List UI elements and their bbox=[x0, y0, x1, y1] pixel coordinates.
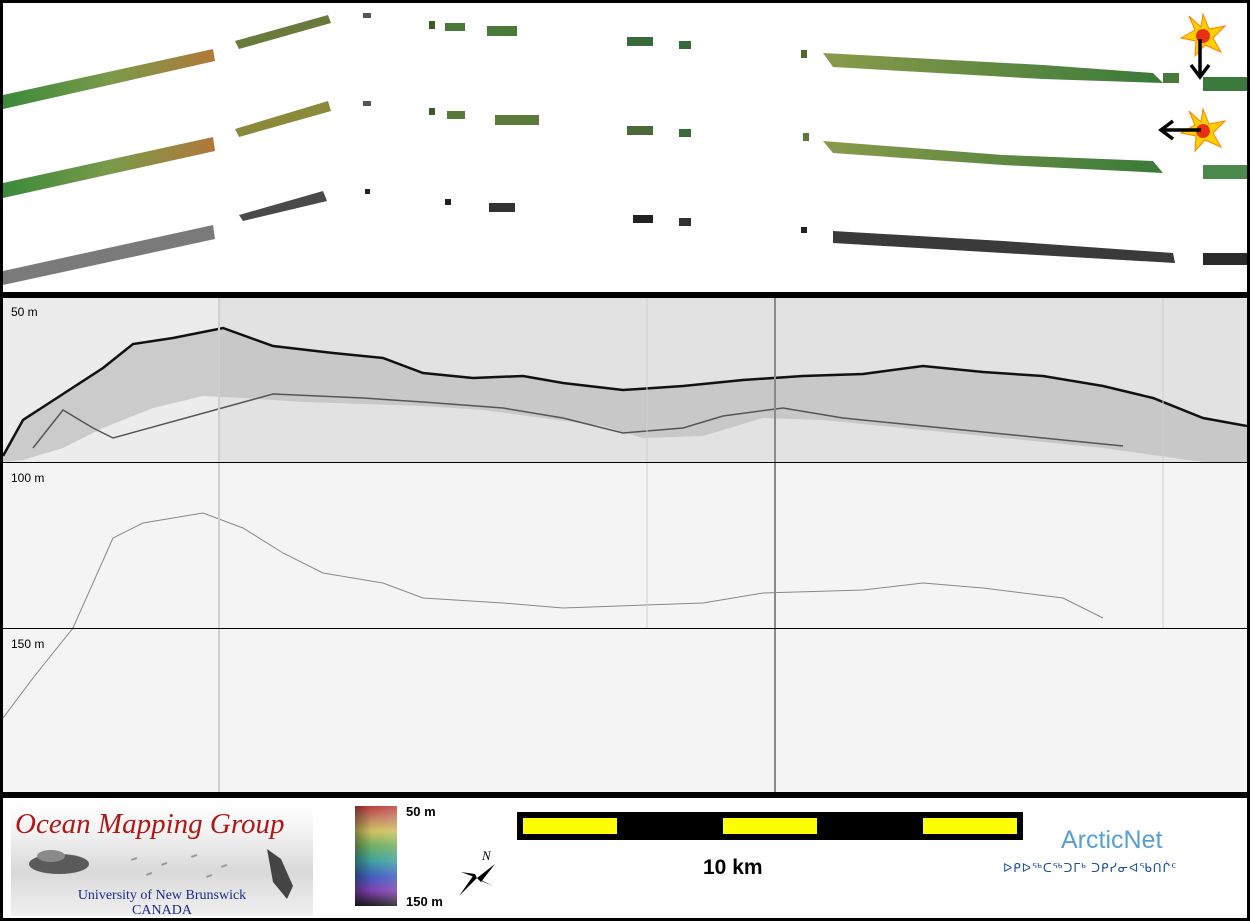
depth-label-150: 150 m bbox=[11, 637, 45, 651]
arrow-left-icon bbox=[1158, 119, 1201, 141]
swath-row-sun-north bbox=[3, 13, 1247, 109]
multiple-reflector bbox=[3, 512, 1104, 719]
north-arrow-icon: N bbox=[459, 848, 495, 896]
depth-gridline bbox=[3, 628, 1247, 629]
logo-university: University of New Brunswick CANADA bbox=[11, 888, 313, 918]
sub-bottom-profile-panel: 50 m 100 m 150 m bbox=[3, 298, 1247, 792]
seabed-reflector bbox=[3, 326, 1247, 457]
scale-bar-segment bbox=[523, 818, 617, 834]
subbottom-reflector bbox=[32, 393, 1124, 449]
ocean-mapping-group-logo: Ocean Mapping Group University of New Br… bbox=[11, 804, 313, 918]
arcticnet-logo: ArcticNet bbox=[1061, 826, 1163, 854]
sediment-fill bbox=[3, 328, 1247, 462]
logo-country: CANADA bbox=[132, 903, 192, 918]
scale-bar-segment bbox=[923, 818, 1017, 834]
scale-label: 10 km bbox=[703, 856, 763, 879]
depth-colorbar bbox=[355, 806, 397, 906]
logo-artwork bbox=[29, 849, 293, 899]
seismic-profile bbox=[3, 298, 1247, 792]
swath-strips bbox=[3, 12, 1247, 285]
sun-icon bbox=[1179, 12, 1227, 58]
north-label: N bbox=[481, 848, 492, 863]
legend-panel: Ocean Mapping Group University of New Br… bbox=[3, 798, 1247, 918]
multibeam-swath-panel bbox=[3, 3, 1247, 292]
logo-university-name: University of New Brunswick bbox=[77, 888, 247, 903]
depth-label-50: 50 m bbox=[11, 305, 38, 319]
colorbar-top-label: 50 m bbox=[406, 804, 436, 819]
sun-icon bbox=[1179, 107, 1227, 153]
arrow-down-icon bbox=[1189, 39, 1211, 80]
logo-title: Ocean Mapping Group bbox=[15, 808, 285, 840]
arcticnet-syllabics: ᐅᑭᐅᖅᑕᖅᑐᒥᒃ ᑐᑭᓯᓂᐊᖃᑎᒌᑦ bbox=[1003, 861, 1178, 875]
scale-bar bbox=[517, 812, 1023, 840]
depth-label-100: 100 m bbox=[11, 471, 45, 485]
scale-bar-segment bbox=[723, 818, 817, 834]
depth-gridline bbox=[3, 462, 1247, 463]
swath-row-sun-east bbox=[3, 101, 1247, 198]
colorbar-bottom-label: 150 m bbox=[406, 894, 443, 909]
swath-row-backscatter bbox=[3, 189, 1247, 285]
